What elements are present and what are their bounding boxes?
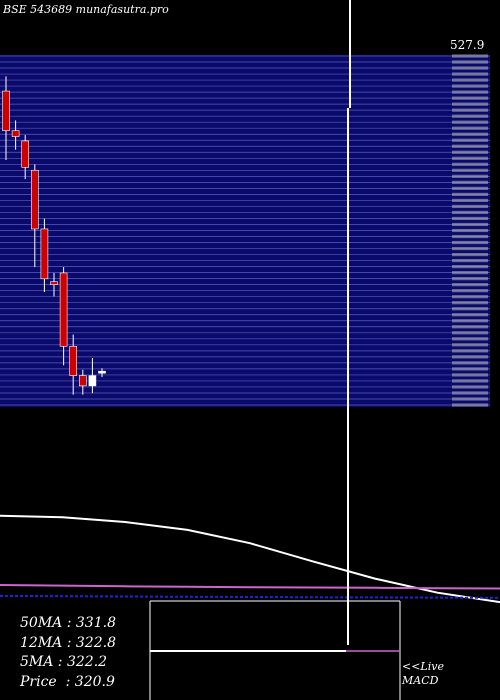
candlesticks (2, 76, 106, 395)
level-label (452, 258, 488, 263)
level-label (452, 319, 488, 323)
level-label (452, 84, 488, 88)
level-label (452, 132, 488, 136)
level-label (452, 114, 488, 118)
chart-title: BSE 543689 munafasutra.pro (3, 3, 169, 16)
level-label (452, 343, 488, 347)
panel-frame-lines (149, 0, 401, 700)
level-label (452, 210, 488, 215)
level-label (452, 180, 488, 184)
level-label (452, 198, 488, 203)
level-label (452, 162, 488, 166)
level-label (452, 397, 488, 401)
level-label (452, 277, 488, 281)
bear-candle (21, 140, 30, 168)
stat-5ma: 5MA : 322.2 (20, 654, 108, 670)
level-label (452, 252, 488, 257)
level-label (452, 156, 488, 160)
level-label (452, 228, 488, 233)
macd-label[interactable]: MACD (402, 674, 439, 687)
level-label (452, 102, 488, 106)
price-level-labels (452, 54, 488, 407)
level-label (452, 216, 488, 221)
level-label (452, 283, 488, 287)
level-label (452, 373, 488, 377)
level-label (452, 271, 488, 275)
level-label (452, 331, 488, 335)
level-label (452, 144, 488, 148)
level-label (452, 138, 488, 142)
level-label (452, 391, 488, 395)
level-label (452, 289, 488, 293)
level-label (452, 307, 488, 311)
bear-candle (40, 228, 49, 280)
level-label (452, 192, 488, 196)
stat-12ma: 12MA : 322.8 (20, 634, 116, 651)
price-band-lines (0, 55, 490, 406)
level-label (452, 379, 488, 383)
macd-live-label[interactable]: <<Live (402, 660, 444, 673)
stat-label: 5MA (20, 654, 54, 670)
macd-link[interactable]: <<Live MACD (402, 660, 444, 688)
bear-candle (50, 281, 58, 285)
stat-50ma: 50MA : 331.8 (20, 615, 116, 631)
price-band (0, 55, 490, 407)
level-label (452, 234, 488, 239)
level-label (452, 295, 488, 299)
stat-value: 322.8 (75, 634, 116, 651)
moving-average-line (0, 584, 500, 590)
top-price-label: 527.9 (450, 38, 485, 52)
level-label (452, 240, 488, 245)
moving-average-line (0, 594, 500, 599)
stat-label: 50MA (20, 615, 63, 631)
level-label (452, 361, 488, 365)
moving-average-lines (0, 514, 500, 604)
level-label (452, 72, 488, 76)
moving-average-line (0, 514, 500, 604)
level-label (452, 204, 488, 209)
ma-stats: 50MA : 331.8 12MA : 322.8 5MA : 322.2 Pr… (20, 614, 116, 692)
level-label (452, 108, 488, 112)
stat-label: Price (20, 673, 57, 690)
level-label (452, 90, 488, 94)
level-label (452, 186, 488, 190)
level-label (452, 66, 488, 70)
level-label (452, 246, 488, 251)
bear-candle (69, 345, 77, 376)
stat-value: 320.9 (74, 673, 115, 690)
stat-label: 12MA (20, 634, 63, 651)
level-label (452, 337, 488, 341)
stat-price: Price : 320.9 (20, 673, 115, 690)
stat-value: 331.8 (75, 615, 116, 631)
level-label (452, 168, 488, 172)
level-label (452, 222, 488, 227)
bear-candle (79, 375, 87, 387)
level-label (452, 150, 488, 154)
level-label (452, 385, 488, 389)
level-label (452, 54, 488, 58)
bull-candle (98, 370, 106, 374)
level-label (452, 120, 488, 124)
level-label (452, 403, 488, 407)
level-label (452, 325, 488, 329)
level-label (452, 367, 488, 371)
level-label (452, 174, 488, 178)
bear-candle (11, 130, 20, 137)
level-label (452, 355, 488, 359)
level-label (452, 313, 488, 317)
level-label (452, 78, 488, 82)
stat-value: 322.2 (66, 654, 108, 670)
level-label (452, 126, 488, 130)
level-label (452, 96, 488, 100)
level-label (452, 349, 488, 353)
level-label (452, 265, 488, 269)
level-label (452, 301, 488, 305)
bear-candle (30, 169, 39, 230)
bear-candle (59, 272, 68, 347)
bear-candle (2, 90, 10, 131)
bull-candle (88, 375, 97, 387)
level-label (452, 60, 488, 64)
